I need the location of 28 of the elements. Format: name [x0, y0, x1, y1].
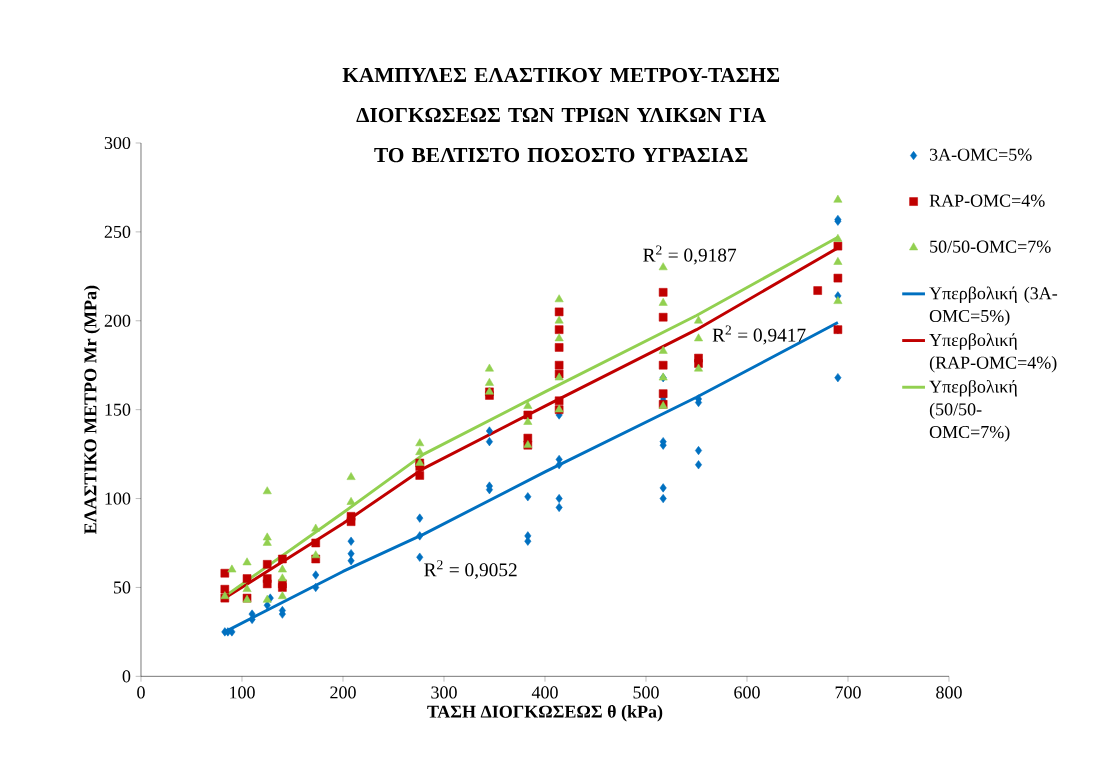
y-tick-label: 300: [104, 136, 131, 149]
x-tick-label: 700: [835, 686, 861, 699]
annotation: R$^{2}$ = 0,9052: [424, 560, 517, 579]
x-tick-label: 100: [230, 686, 255, 699]
y-axis-title: ΕΛΑΣΤΙΚΟ ΜΕΤΡΟ Mr (MPa): [83, 285, 101, 534]
y-tick-label: 100: [105, 492, 131, 505]
x-tick-label: 300: [431, 686, 457, 699]
x-tick-label: 200: [330, 686, 356, 699]
y-tick-label: 50: [114, 581, 131, 594]
x-tick-label: 800: [936, 686, 962, 699]
x-tick-label: 500: [633, 686, 659, 699]
y-tick-label: 250: [104, 225, 131, 238]
legend-label: 3A-OMC=5%: [929, 148, 1032, 161]
y-tick-label: 150: [105, 403, 131, 416]
x-axis-title: ΤΑΣΗ ΔΙΟΓΚΩΣΕΩΣ θ (kPa): [427, 704, 663, 722]
x-tick-label: 0: [137, 686, 145, 699]
annotation: R$^{2}$ = 0,9187: [643, 245, 737, 265]
legend-label: Υπερβολική (3A-OMC=5%): [929, 286, 1058, 326]
x-tick-label: 400: [531, 686, 558, 699]
legend-label: RAP-OMC=4%: [929, 194, 1045, 207]
legend-label: Υπερβολική (50/50-OMC=7%): [929, 379, 1017, 442]
y-tick-label: 200: [104, 314, 131, 327]
annotation: R$^{2}$ = 0,9417: [712, 325, 806, 345]
y-tick-label: 0: [122, 670, 131, 683]
legend-label: 50/50-OMC=7%: [930, 240, 1051, 253]
legend-label: Υπερβολική (RAP-OMC=4%): [929, 333, 1057, 373]
x-tick-label: 600: [734, 686, 760, 699]
chart-title: ΚΑΜΠΥΛΕΣ ΕΛΑΣΤΙΚΟΥ ΜΕΤΡΟΥ-ΤΑΣΗΣ ΔΙΟΓΚΩΣΕΩΣ ΤΩΝ ΤΡΙΩΝ ΥΛΙΚΩΝ ΓΙΑ ΤΟ ΒΕΛΤΙΣΤΟ ΠΟΣΟΣΤΟ ΥΓΡΑΣΙΑΣ: [342, 67, 780, 163]
